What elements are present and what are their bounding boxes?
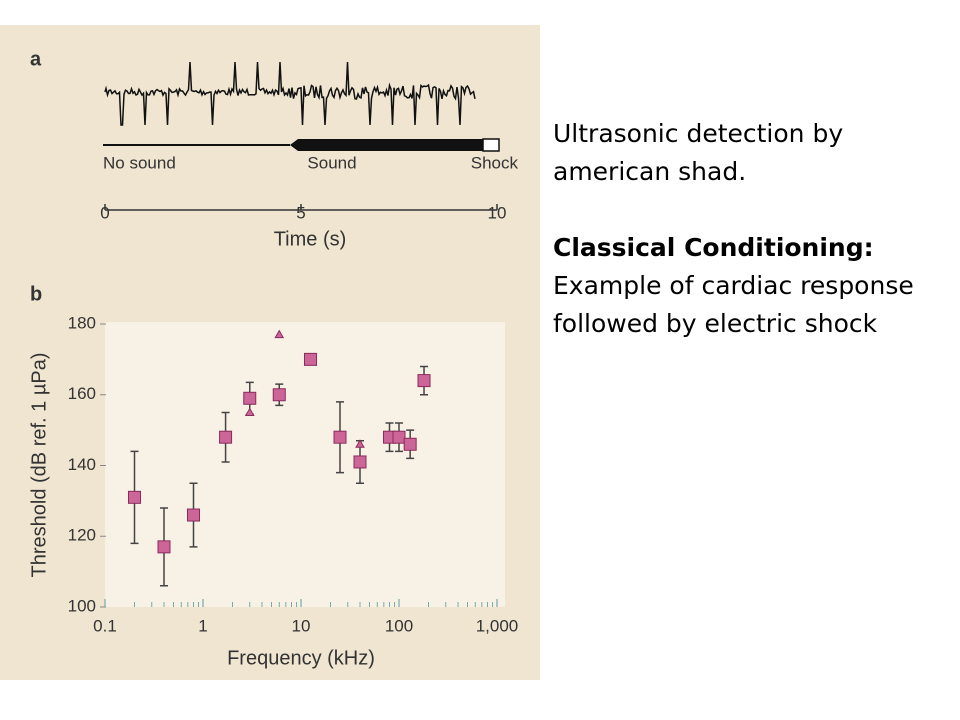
data-point — [355, 439, 365, 448]
data-point — [392, 430, 406, 444]
x-tick-label: 5 — [296, 203, 305, 222]
data-point — [272, 388, 286, 402]
data-point — [353, 455, 367, 469]
phase-label: No sound — [103, 153, 176, 172]
plot-area — [105, 322, 505, 607]
x-axis-label: Frequency (kHz) — [227, 647, 375, 669]
slide-heading: Classical Conditioning: — [553, 233, 874, 262]
x-tick-label: 0.1 — [93, 616, 117, 635]
panel-label: b — [30, 283, 42, 305]
slide-title: Ultrasonic detection by american shad. — [553, 119, 844, 186]
data-point — [219, 430, 233, 444]
x-axis-label: Time (s) — [274, 228, 347, 250]
x-tick-label: 1,000 — [476, 616, 519, 635]
figure: a b 0 5 10 Time (s) No sound Sound Shock 100 120… — [0, 25, 540, 680]
x-tick-label: 10 — [488, 203, 507, 222]
data-point — [187, 508, 201, 522]
x-tick-label: 100 — [385, 616, 413, 635]
x-tick-label: 1 — [198, 616, 207, 635]
y-axis-label: Threshold (dB ref. 1 µPa) — [28, 353, 50, 578]
heart-trace — [104, 61, 476, 126]
sound-bar — [290, 139, 483, 151]
x-tick-label: 0 — [100, 203, 109, 222]
slide-body: Example of cardiac response followed by … — [553, 271, 914, 338]
y-tick-label: 100 — [68, 596, 96, 615]
panel-label: a — [30, 48, 42, 70]
data-point — [274, 329, 285, 339]
data-point — [157, 540, 171, 554]
y-tick-label: 160 — [68, 384, 96, 403]
phase-label: Shock — [471, 153, 519, 172]
y-tick-label: 180 — [68, 313, 96, 332]
x-tick-label: 10 — [292, 616, 311, 635]
data-point — [417, 374, 431, 388]
data-point — [243, 391, 257, 405]
y-tick-label: 140 — [68, 455, 96, 474]
data-point — [303, 352, 317, 366]
phase-label: Sound — [307, 153, 356, 172]
shock-box — [482, 138, 500, 152]
data-point — [333, 430, 347, 444]
data-point — [244, 407, 255, 416]
data-point — [403, 437, 417, 451]
y-tick-label: 120 — [68, 526, 96, 545]
data-point — [128, 490, 142, 504]
